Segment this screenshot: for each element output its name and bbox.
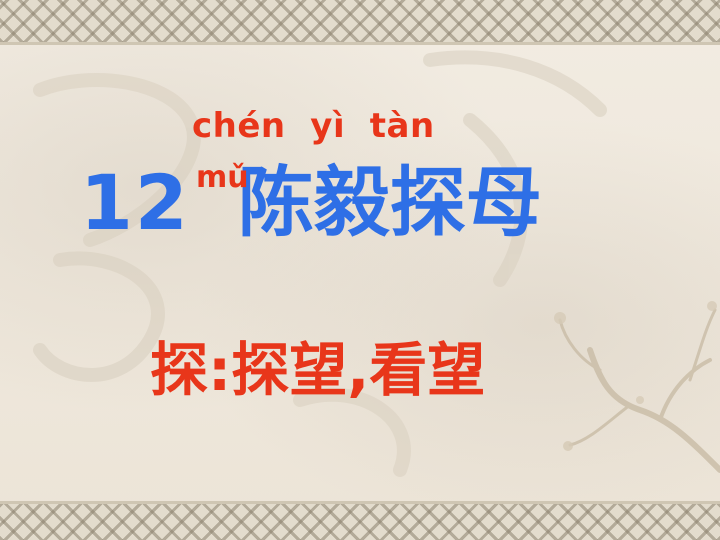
blossom <box>563 441 573 451</box>
branch-twig <box>688 308 717 382</box>
branch-main <box>587 347 720 473</box>
watermark-stroke <box>463 113 529 287</box>
blossom <box>554 312 566 324</box>
branch-twig <box>568 403 632 447</box>
character-definition: 探:探望,看望 <box>150 336 486 404</box>
blossom <box>707 301 717 311</box>
top-decorative-border <box>0 0 720 45</box>
lesson-number: 12 <box>80 158 190 247</box>
blossom <box>636 396 644 404</box>
bottom-decorative-border <box>0 501 720 540</box>
watermark-stroke <box>423 50 607 117</box>
branch-twig <box>558 318 602 372</box>
pinyin-annotation: chén yì tàn <box>192 106 435 146</box>
watermark-stroke <box>33 251 165 382</box>
lesson-name: 陈毅探母 <box>237 158 542 247</box>
pinyin-mu: mǔ <box>196 160 249 195</box>
watermark-stroke <box>33 73 201 247</box>
watermark-stroke <box>293 387 411 477</box>
branch-twig <box>658 358 712 422</box>
lesson-title: 12 陈毅探母 <box>80 158 542 248</box>
